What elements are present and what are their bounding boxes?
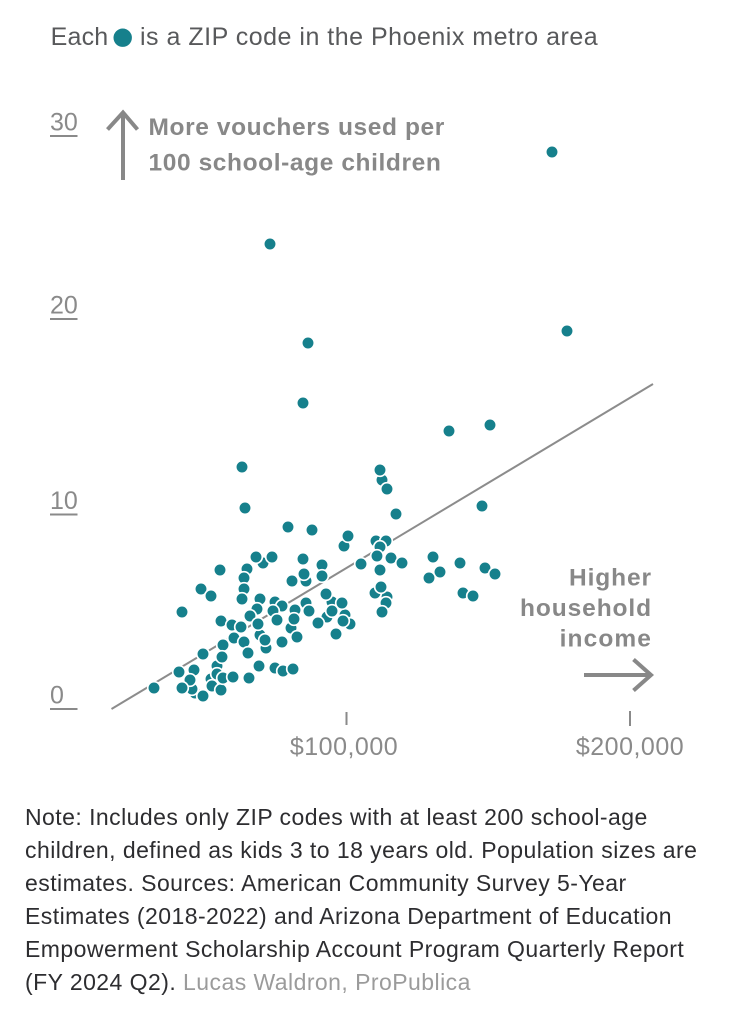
svg-text:0: 0 [50, 682, 64, 710]
svg-text:20: 20 [50, 292, 78, 320]
svg-text:income: income [560, 626, 652, 653]
svg-text:is a ZIP code in the Phoenix m: is a ZIP code in the Phoenix metro area [140, 23, 598, 51]
svg-text:100 school-age children: 100 school-age children [149, 150, 442, 177]
svg-text:30: 30 [50, 109, 78, 137]
svg-text:More vouchers used per: More vouchers used per [149, 114, 445, 141]
svg-text:estimates. Sources: American C: estimates. Sources: American Community S… [25, 870, 627, 896]
svg-text:Empowerment Scholarship Accoun: Empowerment Scholarship Account Program … [25, 936, 684, 962]
svg-text:(FY 2024 Q2). Lucas Waldron, P: (FY 2024 Q2). Lucas Waldron, ProPublica [25, 969, 471, 995]
svg-text:$100,000: $100,000 [290, 733, 398, 761]
svg-text:Estimates (2018-2022) and Ariz: Estimates (2018-2022) and Arizona Depart… [25, 903, 672, 929]
svg-text:Note: Includes only ZIP codes: Note: Includes only ZIP codes with at le… [25, 804, 648, 830]
svg-text:Higher: Higher [569, 565, 652, 592]
svg-text:household: household [520, 595, 652, 622]
svg-text:Each: Each [51, 23, 109, 51]
svg-text:children, defined as kids 3 to: children, defined as kids 3 to 18 years … [25, 837, 697, 863]
svg-text:$200,000: $200,000 [576, 733, 684, 761]
svg-text:10: 10 [50, 487, 78, 515]
